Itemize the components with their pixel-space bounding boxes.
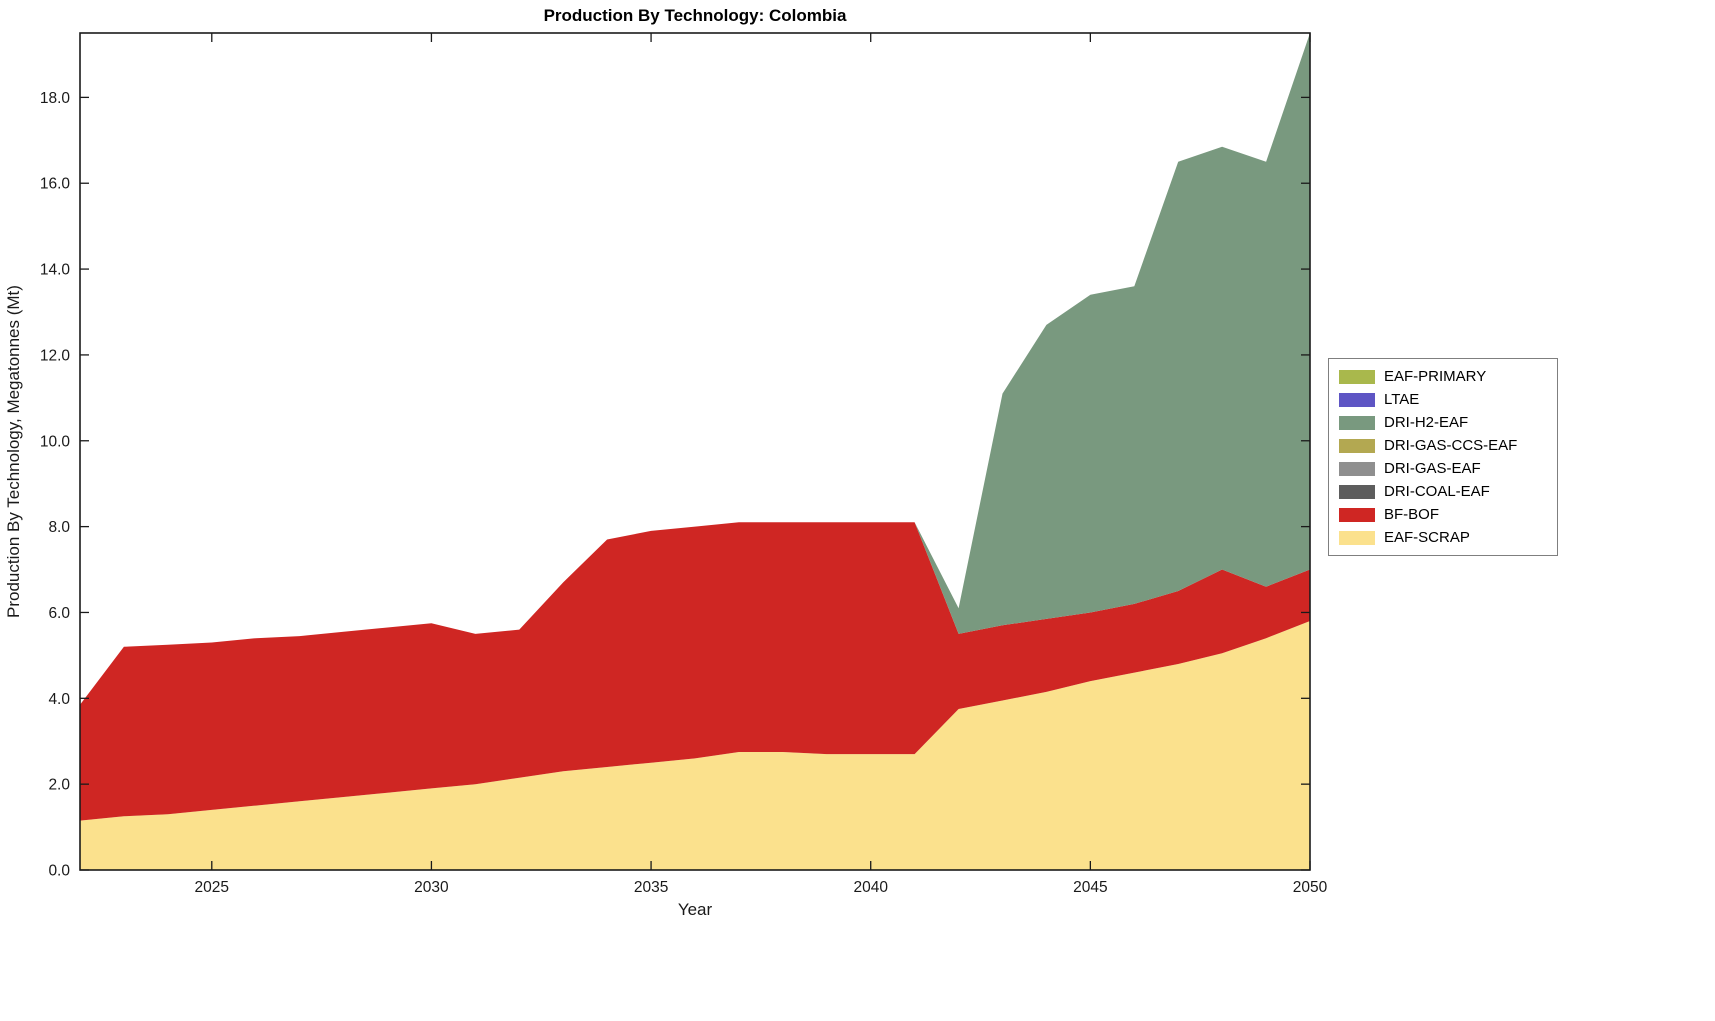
x-tick-label: 2050 <box>1293 879 1328 896</box>
x-tick-label: 2025 <box>195 879 229 896</box>
x-axis-label: Year <box>677 900 713 919</box>
legend-swatch <box>1339 415 1375 430</box>
plot-box <box>79 32 1311 871</box>
legend-label: DRI-GAS-EAF <box>1384 460 1481 477</box>
area-dri-h2-eaf <box>80 33 1310 705</box>
plot-area: 2025 2030 2035 2040 2045 2050 0.0 2.0 4.0 6.0 8.0 1… <box>40 32 1328 896</box>
legend-item-dri-coal-eaf: DRI-COAL-EAF <box>1339 481 1547 502</box>
legend-label: EAF-PRIMARY <box>1384 368 1487 385</box>
legend-item-ltae: LTAE <box>1339 389 1547 410</box>
legend-item-bf-bof: BF-BOF <box>1339 504 1547 525</box>
y-tick-label: 0.0 <box>48 863 70 880</box>
legend-item-eaf-scrap: EAF-SCRAP <box>1339 527 1547 548</box>
y-tick-label: 10.0 <box>40 433 71 450</box>
legend-swatch <box>1339 438 1375 453</box>
legend-swatch <box>1339 369 1375 384</box>
legend-label: LTAE <box>1384 391 1420 408</box>
y-tick-label: 14.0 <box>40 262 71 279</box>
y-axis-label: Production By Technology, Megatonnes (Mt… <box>4 285 23 618</box>
y-tick-label: 12.0 <box>40 347 71 364</box>
x-tick-label: 2035 <box>634 879 668 896</box>
x-tick-label: 2040 <box>853 879 888 896</box>
legend: EAF-PRIMARY LTAE DRI-H2-EAF DRI-GAS-CCS-EAF… <box>1328 358 1558 556</box>
legend-item-dri-gas-eaf: DRI-GAS-EAF <box>1339 458 1547 479</box>
legend-label: DRI-COAL-EAF <box>1384 483 1490 500</box>
legend-item-eaf-primary: EAF-PRIMARY <box>1339 366 1547 387</box>
y-tick-label: 18.0 <box>40 90 71 107</box>
y-tick-label: 4.0 <box>48 691 70 708</box>
y-tick-label: 6.0 <box>48 605 70 622</box>
y-tick-label: 8.0 <box>48 519 70 536</box>
legend-swatch <box>1339 507 1375 522</box>
legend-label: EAF-SCRAP <box>1384 529 1470 546</box>
y-tick-label: 16.0 <box>40 176 71 193</box>
legend-swatch <box>1339 484 1375 499</box>
x-tick-label: 2030 <box>414 879 449 896</box>
legend-swatch <box>1339 530 1375 545</box>
legend-label: BF-BOF <box>1384 506 1439 523</box>
legend-swatch <box>1339 461 1375 476</box>
chart-title: Production By Technology: Colombia <box>543 6 847 25</box>
y-tick-label: 2.0 <box>48 777 70 794</box>
area-eaf-scrap <box>80 621 1310 870</box>
legend-item-dri-gas-ccs-eaf: DRI-GAS-CCS-EAF <box>1339 435 1547 456</box>
legend-swatch <box>1339 392 1375 407</box>
legend-item-dri-h2-eaf: DRI-H2-EAF <box>1339 412 1547 433</box>
x-tick-label: 2045 <box>1073 879 1107 896</box>
legend-label: DRI-H2-EAF <box>1384 414 1469 431</box>
legend-label: DRI-GAS-CCS-EAF <box>1384 437 1518 454</box>
area-bf-bof <box>80 522 1310 821</box>
